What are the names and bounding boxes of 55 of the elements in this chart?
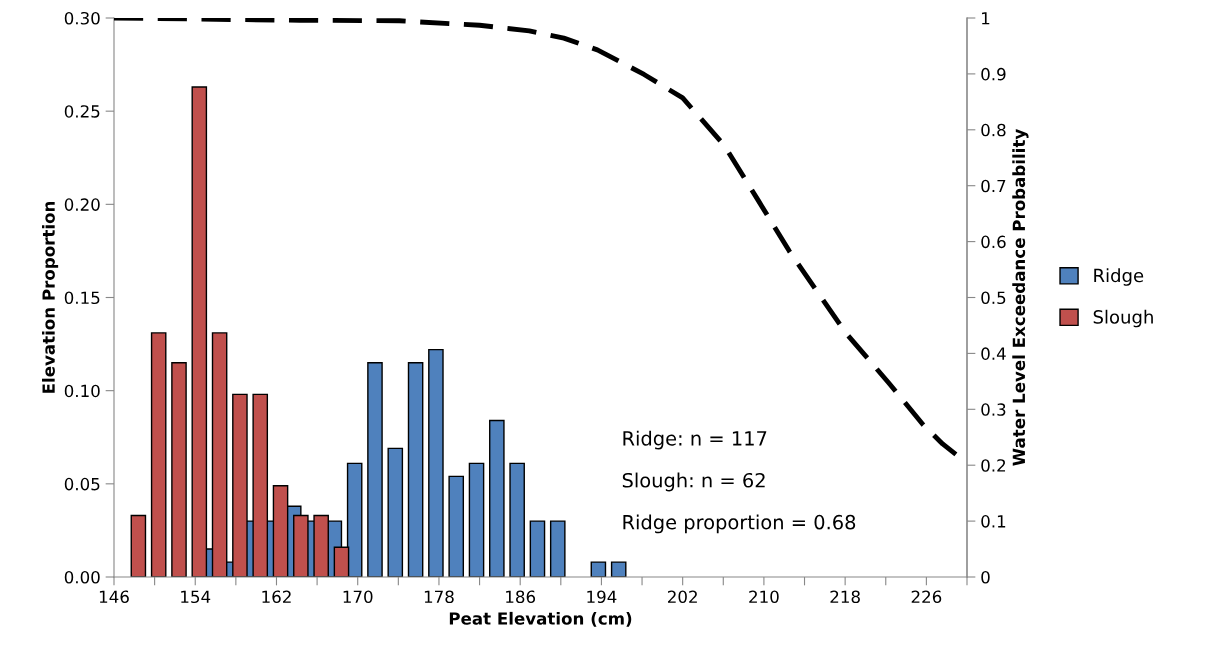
y2-tick-label: 0 xyxy=(981,570,990,584)
x-tick-label: 194 xyxy=(587,590,617,604)
x-tick-label: 202 xyxy=(667,590,697,604)
bar xyxy=(387,447,404,577)
x-axis-title: Peat Elevation (cm) xyxy=(449,611,632,627)
bar xyxy=(191,86,208,577)
bar xyxy=(428,348,444,577)
x-tick-label: 210 xyxy=(749,590,779,604)
y-tick-label: 0.00 xyxy=(64,570,100,584)
x-tick-label: 154 xyxy=(181,590,211,604)
y2-axis-title: Water Level Exceedance Probability xyxy=(1012,129,1029,466)
y2-tick-label: 0.4 xyxy=(981,347,1006,360)
legend-label: Ridge xyxy=(1094,268,1144,286)
y2-tick-label: 0.3 xyxy=(981,403,1006,416)
bar xyxy=(549,520,566,577)
x-tick-label: 218 xyxy=(830,590,860,604)
bar xyxy=(509,462,525,577)
x-tick-label: 170 xyxy=(343,590,373,604)
y2-tick-label: 0.8 xyxy=(981,123,1006,137)
y2-tick-label: 0.7 xyxy=(981,179,1006,193)
annotation: Ridge proportion = 0.68 xyxy=(623,514,856,534)
bar xyxy=(407,362,424,577)
bar xyxy=(610,561,627,577)
bar xyxy=(489,419,505,577)
y-tick-label: 0.05 xyxy=(64,477,100,491)
y2-tick-label: 0.9 xyxy=(981,67,1006,81)
y-tick-label: 0.25 xyxy=(64,105,100,118)
legend-label: Slough xyxy=(1093,309,1153,328)
x-tick-label: 226 xyxy=(911,590,942,604)
bar xyxy=(468,462,485,577)
bar xyxy=(252,393,269,577)
bar xyxy=(171,362,187,577)
x-tick-label: 186 xyxy=(506,590,536,604)
y-tick-label: 0.20 xyxy=(64,198,100,211)
y2-tick-label: 1 xyxy=(982,12,990,25)
bar xyxy=(590,561,607,577)
bar xyxy=(211,332,228,577)
bar xyxy=(529,520,546,577)
annotation: Slough: n = 62 xyxy=(622,472,765,492)
y2-tick-label: 0.1 xyxy=(981,515,1006,528)
bar xyxy=(367,362,383,577)
x-tick-label: 146 xyxy=(99,590,129,604)
y2-tick-label: 0.2 xyxy=(981,459,1006,472)
y-axis-title: Elevation Proportion xyxy=(42,201,59,393)
y2-tick-label: 0.6 xyxy=(981,235,1006,249)
annotation: Ridge: n = 117 xyxy=(623,430,767,450)
bar xyxy=(150,332,167,577)
y2-tick-label: 0.5 xyxy=(981,291,1006,305)
bar xyxy=(448,475,465,577)
y-tick-label: 0.15 xyxy=(64,291,100,305)
x-tick-label: 178 xyxy=(424,590,454,604)
x-tick-label: 162 xyxy=(262,590,291,604)
y-tick-label: 0.30 xyxy=(64,11,100,25)
bar xyxy=(130,514,147,577)
y-tick-label: 0.10 xyxy=(64,384,100,398)
